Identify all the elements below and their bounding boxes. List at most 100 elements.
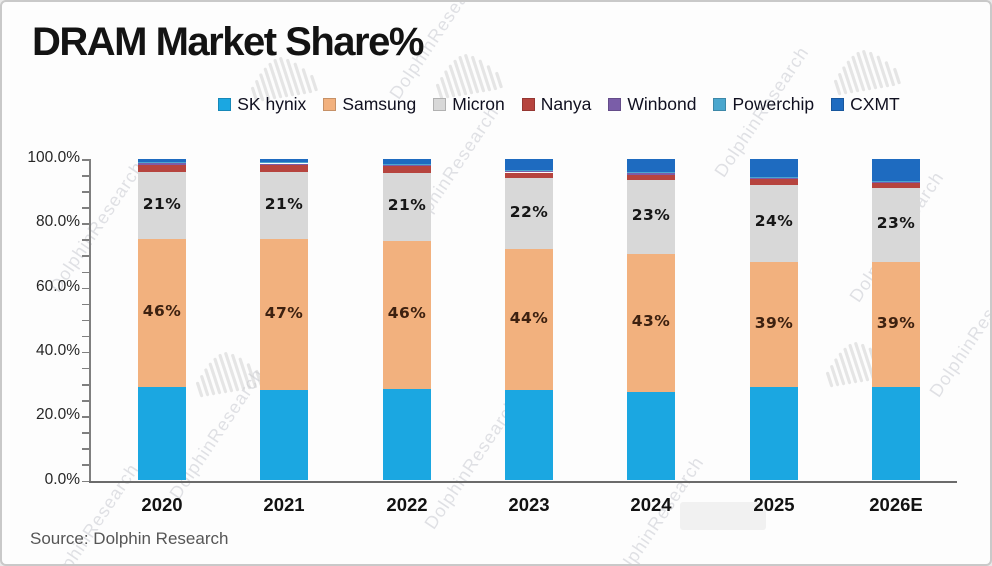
segment-sk-hynix-2024 <box>627 392 675 481</box>
segment-nanya-2021 <box>260 164 308 172</box>
legend-label: Powerchip <box>732 93 815 114</box>
y-axis-tick <box>82 384 89 386</box>
segment-sk-hynix-2025 <box>750 387 798 481</box>
segment-nanya-2026e <box>872 182 920 188</box>
y-axis-tick-label: 20.0% <box>36 406 80 424</box>
legend-label: Samsung <box>342 93 417 114</box>
data-label-micron-2025: 24% <box>754 212 794 231</box>
segment-winbond-2026e <box>872 181 920 183</box>
segment-cxmt-2021 <box>260 159 308 163</box>
data-label-samsung-2025: 39% <box>754 313 794 332</box>
segment-samsung-2023 <box>505 249 553 391</box>
segment-winbond-2022 <box>383 165 431 167</box>
legend-item-sk-hynix: SK hynix <box>218 94 306 115</box>
segment-sk-hynix-2023 <box>505 390 553 481</box>
y-axis-tick <box>82 175 89 177</box>
legend-label: Winbond <box>627 93 697 114</box>
y-axis-tick <box>82 191 89 193</box>
y-axis-tick <box>82 159 89 161</box>
segment-winbond-2020 <box>138 163 186 165</box>
y-axis-tick <box>82 255 89 257</box>
segment-cxmt-2026e <box>872 159 920 181</box>
y-axis-tick <box>82 448 89 450</box>
legend-label: Nanya <box>540 93 592 114</box>
x-axis-label-2026e: 2026E <box>869 494 923 515</box>
segment-winbond-2021 <box>260 163 308 165</box>
source-caption: Source: Dolphin Research <box>30 529 229 548</box>
legend-item-samsung: Samsung <box>323 94 416 115</box>
segment-nanya-2023 <box>505 172 553 179</box>
x-axis-label-2021: 2021 <box>263 494 305 515</box>
segment-micron-2024 <box>627 179 675 254</box>
y-axis-tick <box>82 271 89 274</box>
data-label-micron-2024: 23% <box>631 205 671 224</box>
data-label-samsung-2021: 47% <box>264 303 304 322</box>
y-axis-tick <box>82 400 89 402</box>
y-axis-tick <box>82 319 89 322</box>
segment-nanya-2024 <box>627 175 675 180</box>
segment-cxmt-2020 <box>138 159 186 162</box>
segment-cxmt-2025 <box>750 159 798 178</box>
segment-micron-2025 <box>750 184 798 262</box>
segment-samsung-2020 <box>138 239 186 388</box>
data-label-samsung-2020: 46% <box>142 302 182 321</box>
legend-item-nanya: Nanya <box>521 93 592 115</box>
data-label-micron-2020: 21% <box>142 194 182 213</box>
segment-cxmt-2024 <box>627 159 675 172</box>
data-label-micron-2026e: 23% <box>876 213 916 232</box>
segment-micron-2023 <box>505 178 553 249</box>
segment-micron-2021 <box>260 171 308 240</box>
legend-swatch-cxmt <box>831 97 845 111</box>
segment-sk-hynix-2020 <box>138 387 186 481</box>
x-axis-line <box>89 480 957 483</box>
legend-item-cxmt: CXMT <box>831 94 900 115</box>
segment-nanya-2022 <box>383 166 431 174</box>
segment-sk-hynix-2022 <box>383 388 431 481</box>
y-axis-tick <box>82 207 89 209</box>
segment-cxmt-2023 <box>505 159 553 171</box>
segment-cxmt-2022 <box>383 159 431 164</box>
data-label-micron-2023: 22% <box>509 202 549 221</box>
segment-powerchip-2021 <box>260 162 308 164</box>
y-axis-tick <box>82 432 89 434</box>
data-label-samsung-2022: 46% <box>387 303 427 322</box>
data-label-samsung-2024: 43% <box>631 311 671 330</box>
legend-label: CXMT <box>850 93 900 114</box>
legend-swatch-micron <box>433 97 447 111</box>
segment-sk-hynix-2026e <box>872 387 920 481</box>
y-axis-tick <box>82 287 89 290</box>
segment-winbond-2025 <box>750 178 798 180</box>
x-axis-label-2020: 2020 <box>141 494 183 515</box>
y-axis-tick-label: 100.0% <box>27 149 80 166</box>
x-axis-label-2025: 2025 <box>753 494 795 515</box>
data-label-samsung-2023: 44% <box>509 308 549 327</box>
y-axis-tick <box>82 464 89 466</box>
legend-label: Micron <box>452 93 505 114</box>
segment-powerchip-2023 <box>505 170 553 172</box>
segment-samsung-2025 <box>750 261 798 388</box>
segment-micron-2026e <box>872 187 920 262</box>
segment-winbond-2023 <box>505 171 553 173</box>
segment-powerchip-2024 <box>627 171 675 174</box>
legend-swatch-nanya <box>521 97 535 111</box>
ghost-logo-blob <box>680 502 766 530</box>
legend-swatch-winbond <box>608 97 622 111</box>
legend-swatch-samsung <box>323 97 337 111</box>
legend-swatch-sk-hynix <box>218 97 232 111</box>
y-axis-tick-label: 60.0% <box>36 277 80 295</box>
y-axis-tick <box>82 367 89 370</box>
y-axis-tick <box>82 480 89 482</box>
segment-powerchip-2026e <box>872 180 920 182</box>
y-axis-tick <box>82 239 89 241</box>
legend-label: SK hynix <box>237 93 307 114</box>
segment-sk-hynix-2021 <box>260 390 308 481</box>
y-axis-tick-label: 0.0% <box>44 470 80 488</box>
segment-powerchip-2020 <box>138 161 186 164</box>
x-axis-label-2022: 2022 <box>386 494 428 515</box>
segment-nanya-2020 <box>138 164 186 172</box>
watermark-whale-icon <box>196 352 263 398</box>
y-axis-line <box>89 159 91 483</box>
chart-title: DRAM Market Share% <box>32 20 424 64</box>
data-label-samsung-2026e: 39% <box>876 313 916 332</box>
